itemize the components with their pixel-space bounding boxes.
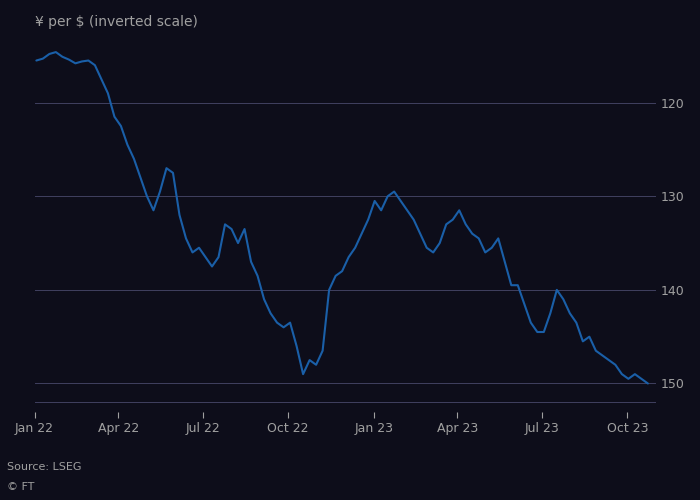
Text: Source: LSEG: Source: LSEG: [7, 462, 81, 472]
Text: © FT: © FT: [7, 482, 34, 492]
Text: ¥ per $ (inverted scale): ¥ per $ (inverted scale): [34, 15, 197, 29]
